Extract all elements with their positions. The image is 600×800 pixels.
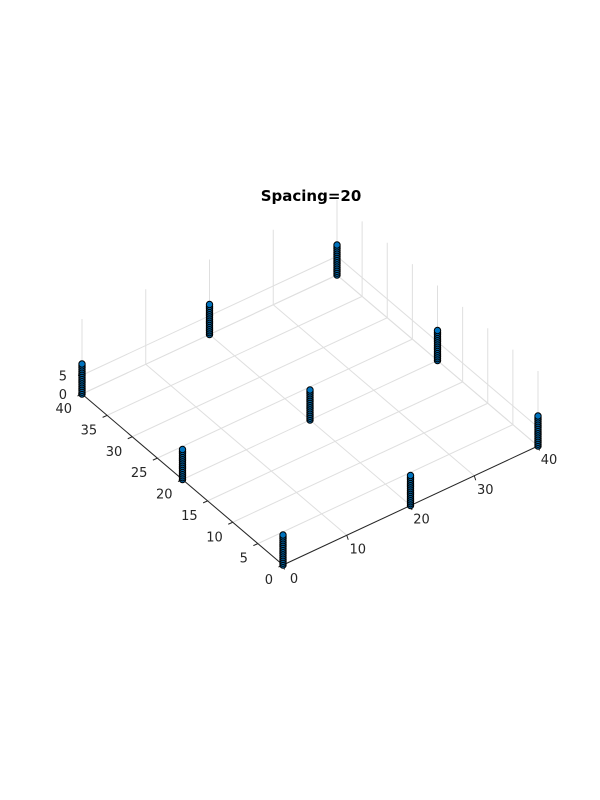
y-tick-mark xyxy=(127,436,133,440)
grid-line-y xyxy=(106,295,363,416)
grid-line-y xyxy=(132,317,388,438)
grid-line-y xyxy=(232,402,488,523)
x-tick-label: 20 xyxy=(413,513,430,528)
y-tick-label: 15 xyxy=(181,509,198,524)
data-point xyxy=(433,326,442,335)
x-tick-label: 30 xyxy=(477,483,494,498)
y-tick-mark xyxy=(202,500,208,504)
y-tick-label: 25 xyxy=(131,466,148,481)
grid-line-y xyxy=(207,381,463,502)
y-tick-label: 20 xyxy=(156,488,173,503)
x-tick-label: 10 xyxy=(349,542,366,557)
y-tick-label: 5 xyxy=(240,552,248,567)
data-point xyxy=(178,445,187,454)
data-points xyxy=(78,241,542,569)
y-tick-label: 35 xyxy=(81,423,98,438)
y-tick-label: 10 xyxy=(206,530,223,545)
data-point xyxy=(279,531,287,539)
chart-title: Spacing=20 xyxy=(261,187,362,205)
y-tick-label: 0 xyxy=(265,573,273,588)
y-tick-mark xyxy=(102,414,108,418)
y-tick-label: 30 xyxy=(106,445,123,460)
data-point xyxy=(205,300,214,309)
z-tick-label: 0 xyxy=(59,388,67,403)
y-tick-mark xyxy=(228,521,233,525)
data-point xyxy=(333,241,341,249)
grid-line-y xyxy=(257,424,514,545)
grid-line-y xyxy=(157,338,413,459)
data-point xyxy=(534,412,542,420)
data-point xyxy=(78,360,86,368)
y-tick-mark xyxy=(253,543,259,547)
grid-lines xyxy=(81,200,539,566)
z-tick-label: 5 xyxy=(59,369,67,384)
x-tick-label: 40 xyxy=(541,453,558,468)
y-tick-label: 40 xyxy=(55,402,72,417)
x-tick-mark xyxy=(346,535,349,540)
x-tick-label: 0 xyxy=(290,572,298,587)
y-tick-mark xyxy=(152,457,158,461)
data-point xyxy=(306,386,314,394)
x-tick-mark xyxy=(473,475,477,481)
data-point xyxy=(406,471,415,480)
